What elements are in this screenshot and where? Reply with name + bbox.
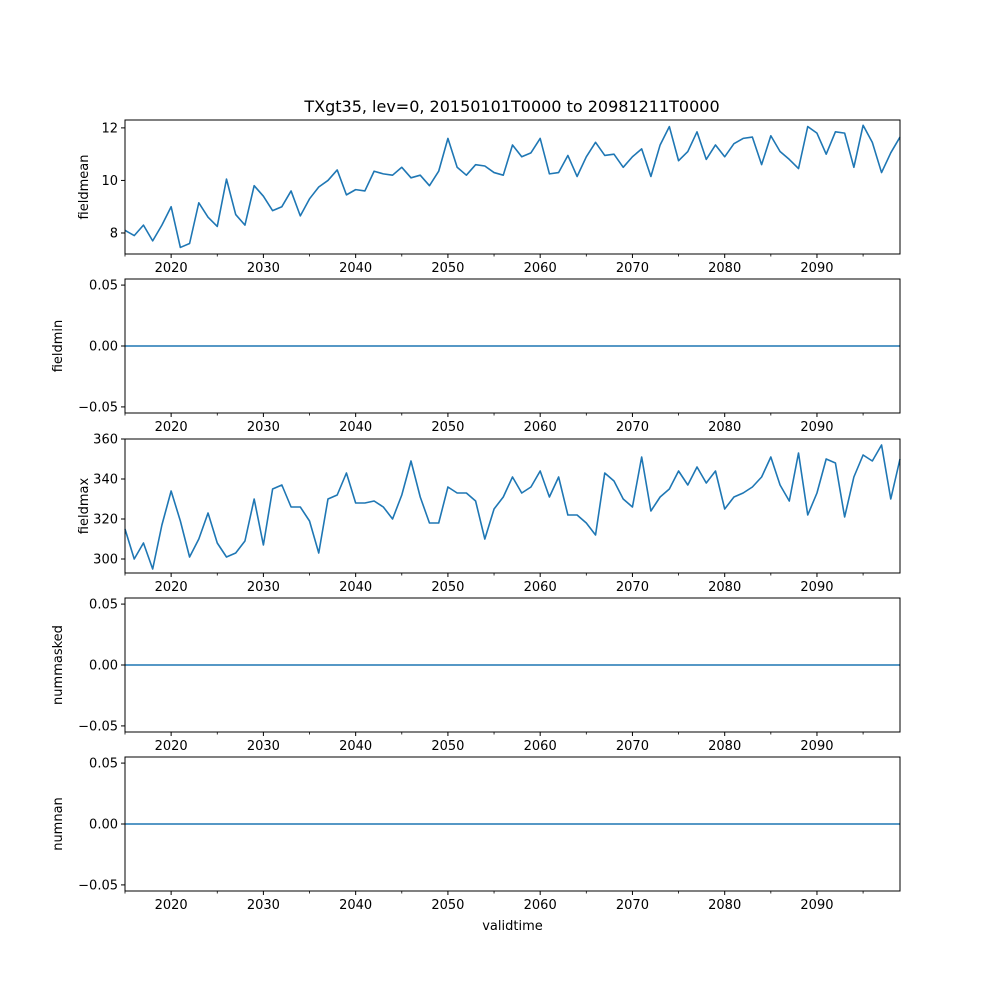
panel-numnan: 2020 2030 2040 2050 2060 2070 2080 2090 0.05 0.00… bbox=[51, 756, 901, 934]
x-tick-label: 2090 bbox=[800, 420, 833, 435]
x-tick-label: 2040 bbox=[339, 261, 372, 276]
y-axis-label: fieldmax bbox=[77, 478, 92, 535]
panel-fieldmax: 2020 2030 2040 2050 2060 2070 2080 2090 300 320 34… bbox=[77, 433, 901, 595]
y-tick-label: −0.05 bbox=[78, 878, 118, 893]
y-tick-label: 360 bbox=[93, 433, 118, 448]
x-tick-label: 2090 bbox=[800, 739, 833, 754]
figure-title: TXgt35, lev=0, 20150101T0000 to 20981211… bbox=[303, 97, 719, 116]
x-tick-label: 2040 bbox=[339, 739, 372, 754]
y-tick-label: 8 bbox=[110, 226, 118, 241]
y-tick-label: 0.05 bbox=[89, 279, 118, 294]
x-tick-label: 2090 bbox=[800, 898, 833, 913]
x-tick-label: 2070 bbox=[616, 898, 649, 913]
x-tick-label: 2050 bbox=[431, 580, 464, 595]
x-tick-label: 2080 bbox=[708, 898, 741, 913]
panel-fieldmin: 2020 2030 2040 2050 2060 2070 2080 2090 0.05 0.00… bbox=[51, 278, 901, 435]
y-axis-label: nummasked bbox=[51, 625, 66, 705]
x-tick-label: 2050 bbox=[431, 420, 464, 435]
y-axis-label: numnan bbox=[51, 797, 66, 851]
y-tick-label: 0.05 bbox=[89, 757, 118, 772]
x-tick-label: 2040 bbox=[339, 580, 372, 595]
series-line-fieldmax bbox=[124, 444, 901, 570]
x-tick-label: 2070 bbox=[616, 420, 649, 435]
y-tick-label: 300 bbox=[93, 553, 118, 568]
x-tick-label: 2020 bbox=[155, 261, 188, 276]
x-tick-label: 2080 bbox=[708, 420, 741, 435]
x-tick-label: 2070 bbox=[616, 261, 649, 276]
y-tick-label: −0.05 bbox=[78, 400, 118, 415]
x-axis-label: validtime bbox=[482, 919, 543, 934]
x-tick-label: 2080 bbox=[708, 580, 741, 595]
x-tick-label: 2030 bbox=[247, 898, 280, 913]
x-tick-label: 2080 bbox=[708, 261, 741, 276]
y-tick-label: −0.05 bbox=[78, 719, 118, 734]
panel-fieldmean: 2020 2030 2040 2050 2060 2070 2080 2090 8 10 12 fie… bbox=[77, 119, 901, 276]
x-tick-label: 2030 bbox=[247, 261, 280, 276]
x-tick-label: 2060 bbox=[524, 898, 557, 913]
x-tick-label: 2020 bbox=[155, 420, 188, 435]
x-tick-label: 2050 bbox=[431, 739, 464, 754]
x-tick-label: 2090 bbox=[800, 261, 833, 276]
x-tick-label: 2020 bbox=[155, 898, 188, 913]
y-tick-label: 0.05 bbox=[89, 598, 118, 613]
x-tick-label: 2060 bbox=[524, 580, 557, 595]
y-tick-label: 10 bbox=[101, 174, 118, 189]
axes-frame-fieldmean bbox=[124, 119, 901, 255]
x-tick-label: 2070 bbox=[616, 580, 649, 595]
x-tick-label: 2050 bbox=[431, 898, 464, 913]
x-tick-label: 2060 bbox=[524, 261, 557, 276]
x-tick-label: 2020 bbox=[155, 580, 188, 595]
y-tick-label: 320 bbox=[93, 513, 118, 528]
y-tick-label: 12 bbox=[101, 121, 118, 136]
y-axis-label: fieldmean bbox=[77, 155, 92, 220]
x-tick-label: 2060 bbox=[524, 420, 557, 435]
y-tick-label: 0.00 bbox=[89, 818, 118, 833]
x-tick-label: 2040 bbox=[339, 420, 372, 435]
y-tick-label: 340 bbox=[93, 473, 118, 488]
x-tick-label: 2020 bbox=[155, 739, 188, 754]
y-tick-label: 0.00 bbox=[89, 659, 118, 674]
y-tick-label: 0.00 bbox=[89, 340, 118, 355]
x-tick-label: 2070 bbox=[616, 739, 649, 754]
series-line-fieldmean bbox=[124, 124, 901, 249]
subplot-panels: 2020 2030 2040 2050 2060 2070 2080 2090 8 10 12 fie… bbox=[51, 119, 901, 934]
x-tick-label: 2060 bbox=[524, 739, 557, 754]
x-tick-label: 2030 bbox=[247, 580, 280, 595]
x-tick-label: 2030 bbox=[247, 739, 280, 754]
axes-frame-fieldmax bbox=[124, 438, 901, 574]
x-tick-label: 2050 bbox=[431, 261, 464, 276]
panel-nummasked: 2020 2030 2040 2050 2060 2070 2080 2090 0.05 0.00… bbox=[51, 597, 901, 754]
x-tick-label: 2040 bbox=[339, 898, 372, 913]
x-tick-label: 2080 bbox=[708, 739, 741, 754]
x-tick-label: 2030 bbox=[247, 420, 280, 435]
x-tick-label: 2090 bbox=[800, 580, 833, 595]
y-axis-label: fieldmin bbox=[51, 320, 66, 373]
